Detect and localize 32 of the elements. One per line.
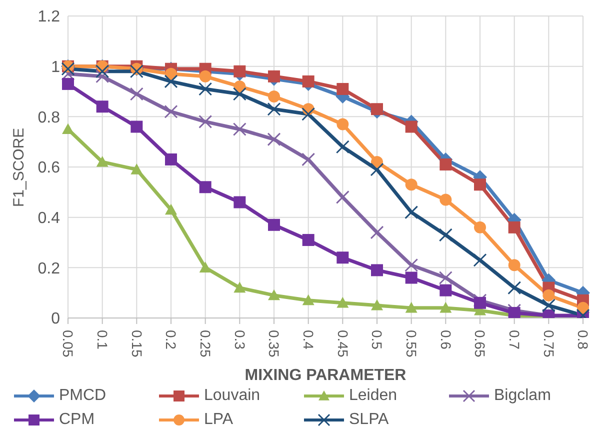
legend-label: Louvain — [204, 387, 260, 405]
legend-label: PMCD — [59, 387, 106, 405]
x-tick-label: 0.7 — [506, 330, 522, 350]
x-tick-label: 0.5 — [369, 330, 386, 350]
x-tick-label: 0.8 — [575, 330, 592, 350]
y-tick-label: 0.8 — [38, 109, 60, 126]
y-tick-label: 0.6 — [38, 160, 60, 177]
y-tick-label: 1.2 — [38, 8, 60, 26]
legend-label: SLPA — [349, 411, 389, 429]
y-tick-label: 0.2 — [38, 260, 60, 278]
y-axis-title: F1_SCORE — [10, 128, 28, 207]
x-tick-label: 0.45 — [334, 330, 351, 358]
legend-label: Leiden — [349, 387, 398, 405]
x-tick-label: 0.25 — [197, 330, 214, 358]
x-axis-title: MIXING PARAMETER — [244, 367, 407, 384]
x-tick-label: 0.05 — [60, 330, 76, 358]
x-tick-label: 0.3 — [232, 330, 248, 350]
legend-label: Bigclam — [494, 387, 551, 405]
y-tick-label: 1 — [51, 59, 60, 76]
y-tick-label: 0.4 — [38, 210, 60, 228]
legend-label: CPM — [59, 411, 95, 429]
x-tick-label: 0.2 — [163, 330, 180, 350]
x-tick-label: 0.75 — [540, 330, 557, 358]
x-tick-label: 0.4 — [300, 330, 316, 350]
x-tick-label: 0.15 — [128, 330, 145, 358]
x-tick-label: 0.1 — [94, 330, 110, 350]
x-tick-label: 0.6 — [438, 330, 454, 350]
x-tick-label: 0.35 — [266, 330, 282, 358]
x-tick-label: 0.65 — [472, 330, 488, 358]
y-tick-label: 0 — [51, 310, 60, 328]
x-tick-label: 0.55 — [403, 330, 420, 358]
legend-label: LPA — [204, 411, 234, 429]
